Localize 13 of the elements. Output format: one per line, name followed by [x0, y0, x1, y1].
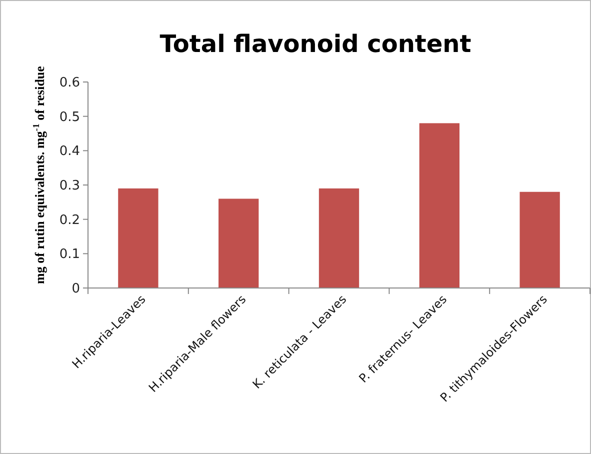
bar: [318, 188, 360, 288]
y-tick-label: 0.5: [59, 110, 80, 125]
bar: [419, 123, 460, 288]
chart-title: Total flavonoid content: [160, 30, 472, 58]
bar: [520, 192, 560, 288]
bar: [218, 198, 259, 288]
y-tick-label: 0.6: [59, 76, 80, 91]
y-tick-label: 0: [72, 282, 80, 297]
bar: [118, 188, 158, 288]
y-tick-label: 0.2: [59, 212, 80, 228]
y-tick-label: 0.3: [59, 178, 80, 194]
y-tick-label: 0.4: [59, 144, 80, 160]
y-tick-label: 0.1: [59, 247, 80, 262]
